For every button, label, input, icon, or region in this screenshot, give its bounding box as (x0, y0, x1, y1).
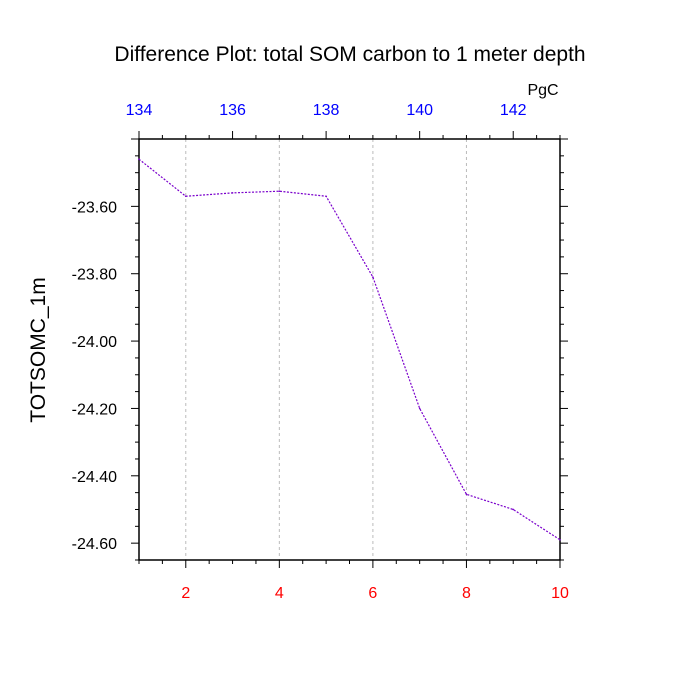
top-tick-label: 138 (313, 102, 340, 119)
y-tick-label: -23.80 (72, 267, 117, 284)
data-point (465, 493, 468, 496)
plot-frame (138, 138, 561, 561)
grid-layer (185, 139, 561, 560)
data-point (372, 276, 374, 278)
data-point (325, 195, 327, 198)
bottom-tick-label: 10 (551, 585, 569, 602)
data-point (184, 195, 187, 198)
data-point (559, 538, 561, 541)
y-tick-label: -24.60 (72, 536, 117, 553)
data-point (418, 407, 421, 410)
data-point (231, 192, 234, 194)
top-tick-label: 142 (500, 102, 527, 119)
ticks-layer (131, 131, 568, 568)
y-tick-label: -24.20 (72, 401, 117, 418)
y-axis-label: TOTSOMC_1m (27, 277, 50, 422)
labels-layer: 2 4 6 8 10 134 136 138 140 142 -23.60 -23.80 -24.00 -… (72, 102, 569, 602)
y-tick-label: -24.00 (72, 334, 117, 351)
series-layer (138, 158, 561, 541)
bottom-tick-label: 6 (368, 585, 377, 602)
top-tick-label: 136 (219, 102, 246, 119)
data-point (512, 508, 515, 511)
chart-title: Difference Plot: total SOM carbon to 1 m… (114, 43, 585, 66)
series-line (138, 158, 561, 541)
data-point (138, 158, 140, 161)
top-axis-unit: PgC (527, 82, 558, 99)
data-point (278, 190, 281, 193)
bottom-tick-label: 8 (462, 585, 471, 602)
top-tick-label: 134 (126, 102, 153, 119)
bottom-tick-label: 4 (275, 585, 284, 602)
y-tick-label: -23.60 (72, 199, 117, 216)
y-tick-label: -24.40 (72, 469, 117, 486)
bottom-tick-label: 2 (181, 585, 190, 602)
top-tick-label: 140 (406, 102, 433, 119)
